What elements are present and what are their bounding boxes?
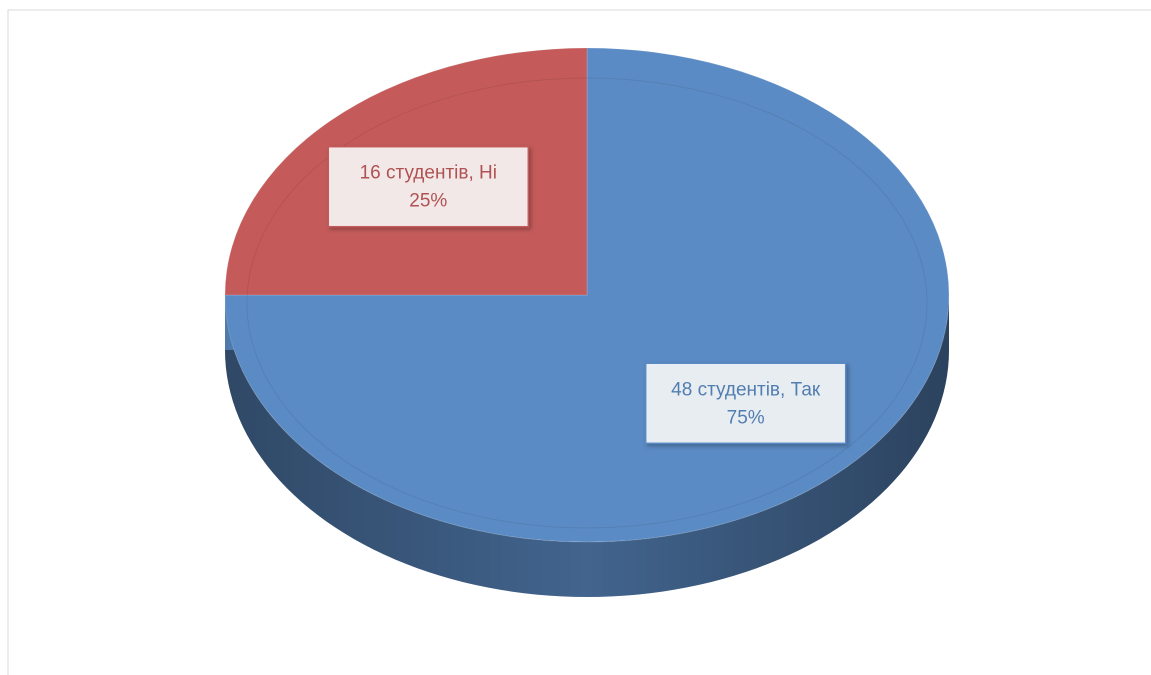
pie-side-shade [225, 295, 949, 597]
data-label-category: 48 студентів, Так [671, 379, 821, 400]
data-label-box [644, 362, 847, 445]
chart-frame [7, 9, 1151, 675]
pie-rim [246, 77, 928, 529]
data-label-box [327, 145, 530, 228]
data-label-value: 25% [409, 191, 447, 212]
data-label-category: 16 студентів, Ні [360, 163, 497, 184]
data-label-value: 75% [727, 407, 765, 428]
